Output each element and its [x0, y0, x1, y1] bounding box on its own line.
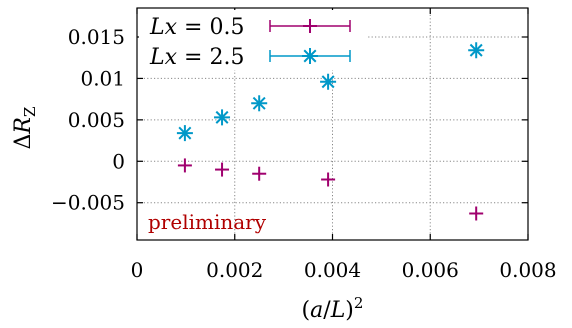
x-tick-label: 0.006 [402, 258, 459, 282]
legend-background [139, 10, 367, 70]
axis-ticks [136, 8, 529, 240]
star-marker-d2 [178, 126, 192, 140]
data-point [251, 95, 268, 112]
series-1 [177, 158, 484, 221]
x-tick-label: 0.002 [206, 258, 263, 282]
y-tick-label: 0.01 [80, 66, 125, 90]
legend: Lx = 0.5 Lx = 2.5 [139, 10, 367, 70]
data-point [469, 206, 484, 221]
series-2 [176, 42, 485, 142]
star-marker-d2 [215, 110, 229, 124]
x-tick-label: 0.008 [499, 258, 556, 282]
data-point [320, 73, 337, 90]
star-marker-d2 [469, 43, 483, 57]
data-point [468, 42, 485, 59]
x-tick-label: 0.004 [304, 258, 361, 282]
legend-label: Lx = 0.5 [149, 15, 244, 40]
star-marker-d2 [252, 96, 266, 110]
legend-label: Lx = 2.5 [149, 45, 244, 70]
data-point [177, 158, 192, 173]
data-point [214, 109, 231, 126]
legend-entry: Lx = 2.5 [149, 45, 351, 70]
y-tick-label: −0.005 [51, 191, 125, 215]
legend-entry: Lx = 0.5 [149, 15, 351, 40]
y-tick-label: 0.015 [68, 25, 125, 49]
preliminary-annotation: preliminary [148, 210, 267, 234]
y-axis-title: ΔRZ [11, 107, 39, 150]
data-point [176, 125, 193, 142]
x-axis-title: (a/L)2 [302, 294, 364, 323]
data-marks [176, 42, 485, 221]
star-marker-d2 [321, 75, 335, 89]
data-point [252, 166, 267, 181]
y-tick-label: 0 [112, 149, 125, 173]
x-tick-label: 0 [131, 258, 144, 282]
star-marker-d2 [303, 49, 317, 63]
y-tick-label: 0.005 [68, 108, 125, 132]
data-point [321, 172, 336, 187]
data-point [215, 162, 230, 177]
tick-labels: 0 0.002 0.004 0.006 0.008 −0.005 0 0.005 0.01 0.0… [51, 25, 557, 282]
